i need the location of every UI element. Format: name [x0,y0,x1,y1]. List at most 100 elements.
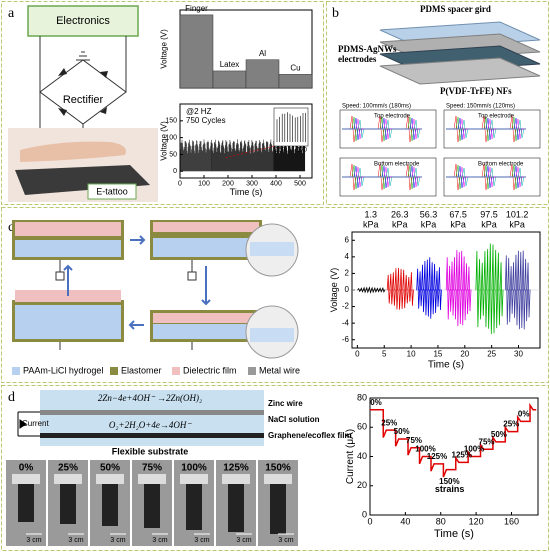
y-tick-label: 0 [345,285,350,294]
circuit-wires [39,36,127,150]
bar [278,74,313,89]
legend-swatch [110,367,118,375]
x-tick-label: 160 [504,517,519,527]
chart-note: @2 HZ [186,107,212,116]
x-tick-label: 15 [433,350,442,359]
annotation: strains [435,484,465,494]
mini-trace [342,167,422,187]
graphene-film [40,433,264,438]
strain-label: 125% [427,452,447,461]
series-label: 67.5 [449,209,467,219]
strain-label: 25% [381,418,397,427]
strain-label: 125% [452,450,472,459]
photo-sample [102,482,118,526]
wire [55,260,197,350]
series-label: 56.3 [420,209,438,219]
legend-swatch [248,367,256,375]
hydrogel [15,305,121,339]
photo-strain: 100% [181,463,207,474]
photo-sample [270,482,286,534]
y-tick-label: 60 [357,422,367,432]
photo-strain: 150% [265,463,291,474]
schematic-label: Zinc wire [268,399,303,408]
y-tick-label: 40 [357,451,367,461]
series-unit: kPa [363,219,379,229]
series-unit: kPa [450,219,466,229]
legend-label: Metal wire [259,365,300,375]
y-tick-label: -6 [342,335,350,344]
x-axis-label: Time (s) [428,359,464,370]
series-unit: kPa [421,219,437,229]
zoom-guide [225,145,275,159]
voltage-trace [386,267,414,310]
photo-strain: 0% [19,463,34,474]
panel-label: b [332,6,339,21]
photo-sample [228,482,244,532]
y-axis-label: Voltage (V) [160,29,169,69]
photo-sample [18,482,34,522]
zoom-gel [250,328,294,342]
x-tick-label: 500 [294,180,306,187]
y-tick-label: 4 [345,252,350,261]
schematic-label: NaCl solution [268,415,320,424]
y-tick-label: 0 [173,168,177,175]
x-tick-label: 300 [246,180,258,187]
bar [179,14,214,89]
device-states [12,220,299,359]
x-tick-label: 200 [222,180,234,187]
panel-label: d [8,390,15,405]
current-loop [17,411,40,437]
mini-trace [342,119,422,139]
panel-frame [1,385,549,551]
legend-swatch [172,367,180,375]
electronics-box [27,5,139,37]
y-axis-label: Current (μA) [345,429,356,484]
scale-label: 3 cm [194,537,209,544]
photo-clamp [54,474,82,484]
zoom-gel [250,242,294,256]
photo-strain: 125% [223,463,249,474]
finger [20,141,126,162]
strain-label: 25% [503,420,519,429]
mini-trace [342,166,422,188]
photo-clamp [96,474,124,484]
x-tick-label: 80 [436,517,446,527]
panel-label: c [8,220,14,235]
legend-swatch [12,367,20,375]
zinc-wire [40,410,264,415]
hydrogel [153,324,259,339]
plot-frame [179,103,313,179]
current-trace [370,402,537,478]
y-tick-label: -4 [342,318,350,327]
legend-label: PAAm-LiCl hydrogel [23,365,103,375]
y-tick-label: 50 [169,151,177,158]
y-tick-label: 6 [345,235,350,244]
series-label: 101.2 [506,209,529,219]
layer-label: PDMS spacer gird [420,4,491,14]
strain-label: 150% [439,477,459,486]
mini-plot-label: Top electrode [374,114,411,120]
voltage-trace [475,243,504,335]
panel-label: a [8,6,15,21]
voltage-trace [416,257,442,319]
rectifier-label: Rectifier [63,94,104,106]
photo-row: 0% 3 cm 25% 3 cm 50% 3 cm 75% 3 cm 100% 3 cm 125% 3… [6,460,298,546]
hydrogel [15,240,121,257]
x-tick-label: 10 [407,350,416,359]
x-tick-label: 20 [460,350,469,359]
bar-label: Al [259,49,266,58]
mini-plot-label: Bottom electrode [374,162,420,168]
layer-label: PDMS-AgNWs [338,44,397,54]
x-tick-label: 25 [487,350,496,359]
inset-tick-label: 160 [275,148,286,154]
strain-label: 0% [518,410,530,419]
bar [212,70,247,89]
y-tick-label: 150 [165,118,177,125]
strain-label: 0% [370,398,382,407]
strain-label: 50% [491,430,507,439]
series-unit: kPa [392,219,408,229]
scale-label: 3 cm [152,537,167,544]
x-tick-label: 0 [355,350,360,359]
x-tick-label: 30 [514,350,523,359]
y-axis-label: Voltage (V) [160,121,169,161]
